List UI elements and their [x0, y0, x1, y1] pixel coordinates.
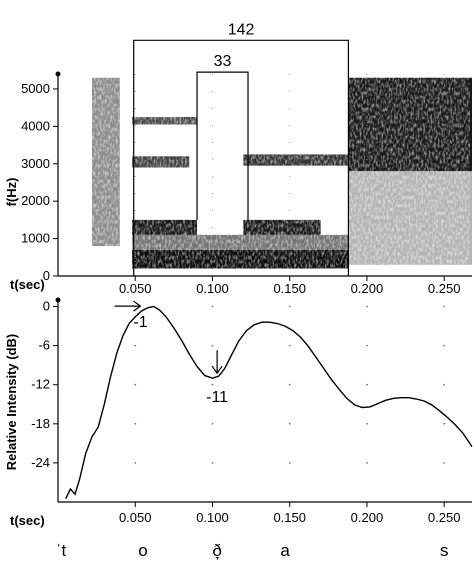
y-tick-label: 4000 — [21, 118, 50, 133]
y-tick-label: -24 — [31, 455, 50, 470]
spectrogram-axes: 0 1000 2000 3000 4000 5000 0.050 0.100 0.150 0.20… — [21, 71, 472, 296]
grid-dot — [366, 383, 368, 386]
y-tick-label: -12 — [31, 377, 50, 392]
duration-label: 142 — [228, 21, 255, 38]
x-tick-label: 0.150 — [273, 510, 306, 525]
y-tick-label: 3000 — [21, 156, 50, 171]
phonetic-transcription: ˈt o ð̞ a s — [56, 541, 449, 560]
phone-segment: ˈt — [56, 541, 67, 560]
y-tick-label: -6 — [38, 338, 50, 353]
duration-bracket — [133, 39, 350, 276]
intensity-grid — [134, 305, 446, 464]
y-tick-label: -18 — [31, 416, 50, 431]
x-tick-label: 0.200 — [351, 281, 384, 296]
annotation-arrow — [114, 300, 142, 312]
intensity-line — [65, 305, 473, 500]
phone-segment: ð̞ — [212, 541, 221, 560]
grid-dot — [443, 383, 446, 386]
grid-dot — [211, 305, 214, 308]
grid-dot — [134, 462, 137, 464]
grid-dot — [288, 462, 291, 464]
spectrogram-panel: 142 33 0 1000 2000 3000 4000 5000 0.050 0.100 0.1… — [4, 21, 472, 296]
grid-dot — [288, 305, 291, 308]
grid-dot — [288, 383, 291, 386]
grid-dot — [366, 344, 368, 347]
grid-dot — [211, 422, 214, 425]
grid-dot — [211, 462, 214, 464]
grid-dot — [134, 344, 137, 347]
spectrogram-x-label: t(sec) — [10, 277, 45, 292]
y-tick-label: 5000 — [21, 81, 50, 96]
intensity-annotations: -1 -11 — [114, 300, 228, 406]
duration-label: 33 — [214, 53, 232, 70]
duration-bracket — [196, 71, 249, 220]
spectrogram-texture — [60, 74, 470, 276]
y-tick-label: 1000 — [21, 231, 50, 246]
x-tick-label: 0.100 — [196, 281, 229, 296]
grid-dot — [366, 462, 368, 464]
grid-dot — [288, 344, 291, 347]
annotation-label: -1 — [133, 314, 147, 331]
x-tick-label: 0.100 — [196, 510, 229, 525]
axis-end-dot — [55, 297, 61, 303]
grid-dot — [443, 462, 446, 464]
annotation-arrow — [211, 350, 223, 375]
phone-segment: s — [440, 541, 449, 560]
grid-dot — [134, 383, 137, 386]
intensity-panel: 0 -6 -12 -18 -24 0.050 0.100 0.150 0.200 0.250 -1… — [4, 297, 473, 528]
x-tick-label: 0.050 — [119, 510, 152, 525]
grid-dot — [288, 422, 291, 425]
phone-segment: o — [138, 541, 147, 560]
grid-dot — [443, 344, 446, 347]
y-tick-label: 2000 — [21, 193, 50, 208]
y-tick-label: 0 — [43, 268, 50, 283]
intensity-x-label: t(sec) — [10, 513, 45, 528]
x-tick-label: 0.150 — [273, 281, 306, 296]
x-tick-label: 0.250 — [428, 510, 461, 525]
phone-segment: a — [280, 541, 290, 560]
intensity-y-label: Relative Intensity (dB) — [4, 334, 19, 471]
x-tick-label: 0.250 — [428, 281, 461, 296]
x-tick-label: 0.200 — [351, 510, 384, 525]
grid-dot — [211, 383, 214, 386]
intensity-axes: 0 -6 -12 -18 -24 0.050 0.100 0.150 0.200 0.250 — [31, 297, 472, 525]
axis-end-dot — [55, 71, 61, 77]
grid-dot — [134, 422, 137, 425]
duration-brackets: 142 33 — [133, 21, 350, 276]
grid-dot — [366, 305, 368, 308]
grid-dot — [443, 305, 446, 308]
x-tick-label: 0.050 — [119, 281, 152, 296]
annotation-label: -11 — [206, 389, 228, 406]
grid-dot — [366, 422, 368, 425]
spectrogram-y-label: f(Hz) — [4, 178, 19, 207]
grid-dot — [211, 344, 214, 347]
y-tick-label: 0 — [43, 299, 50, 314]
grid-dot — [443, 422, 446, 425]
